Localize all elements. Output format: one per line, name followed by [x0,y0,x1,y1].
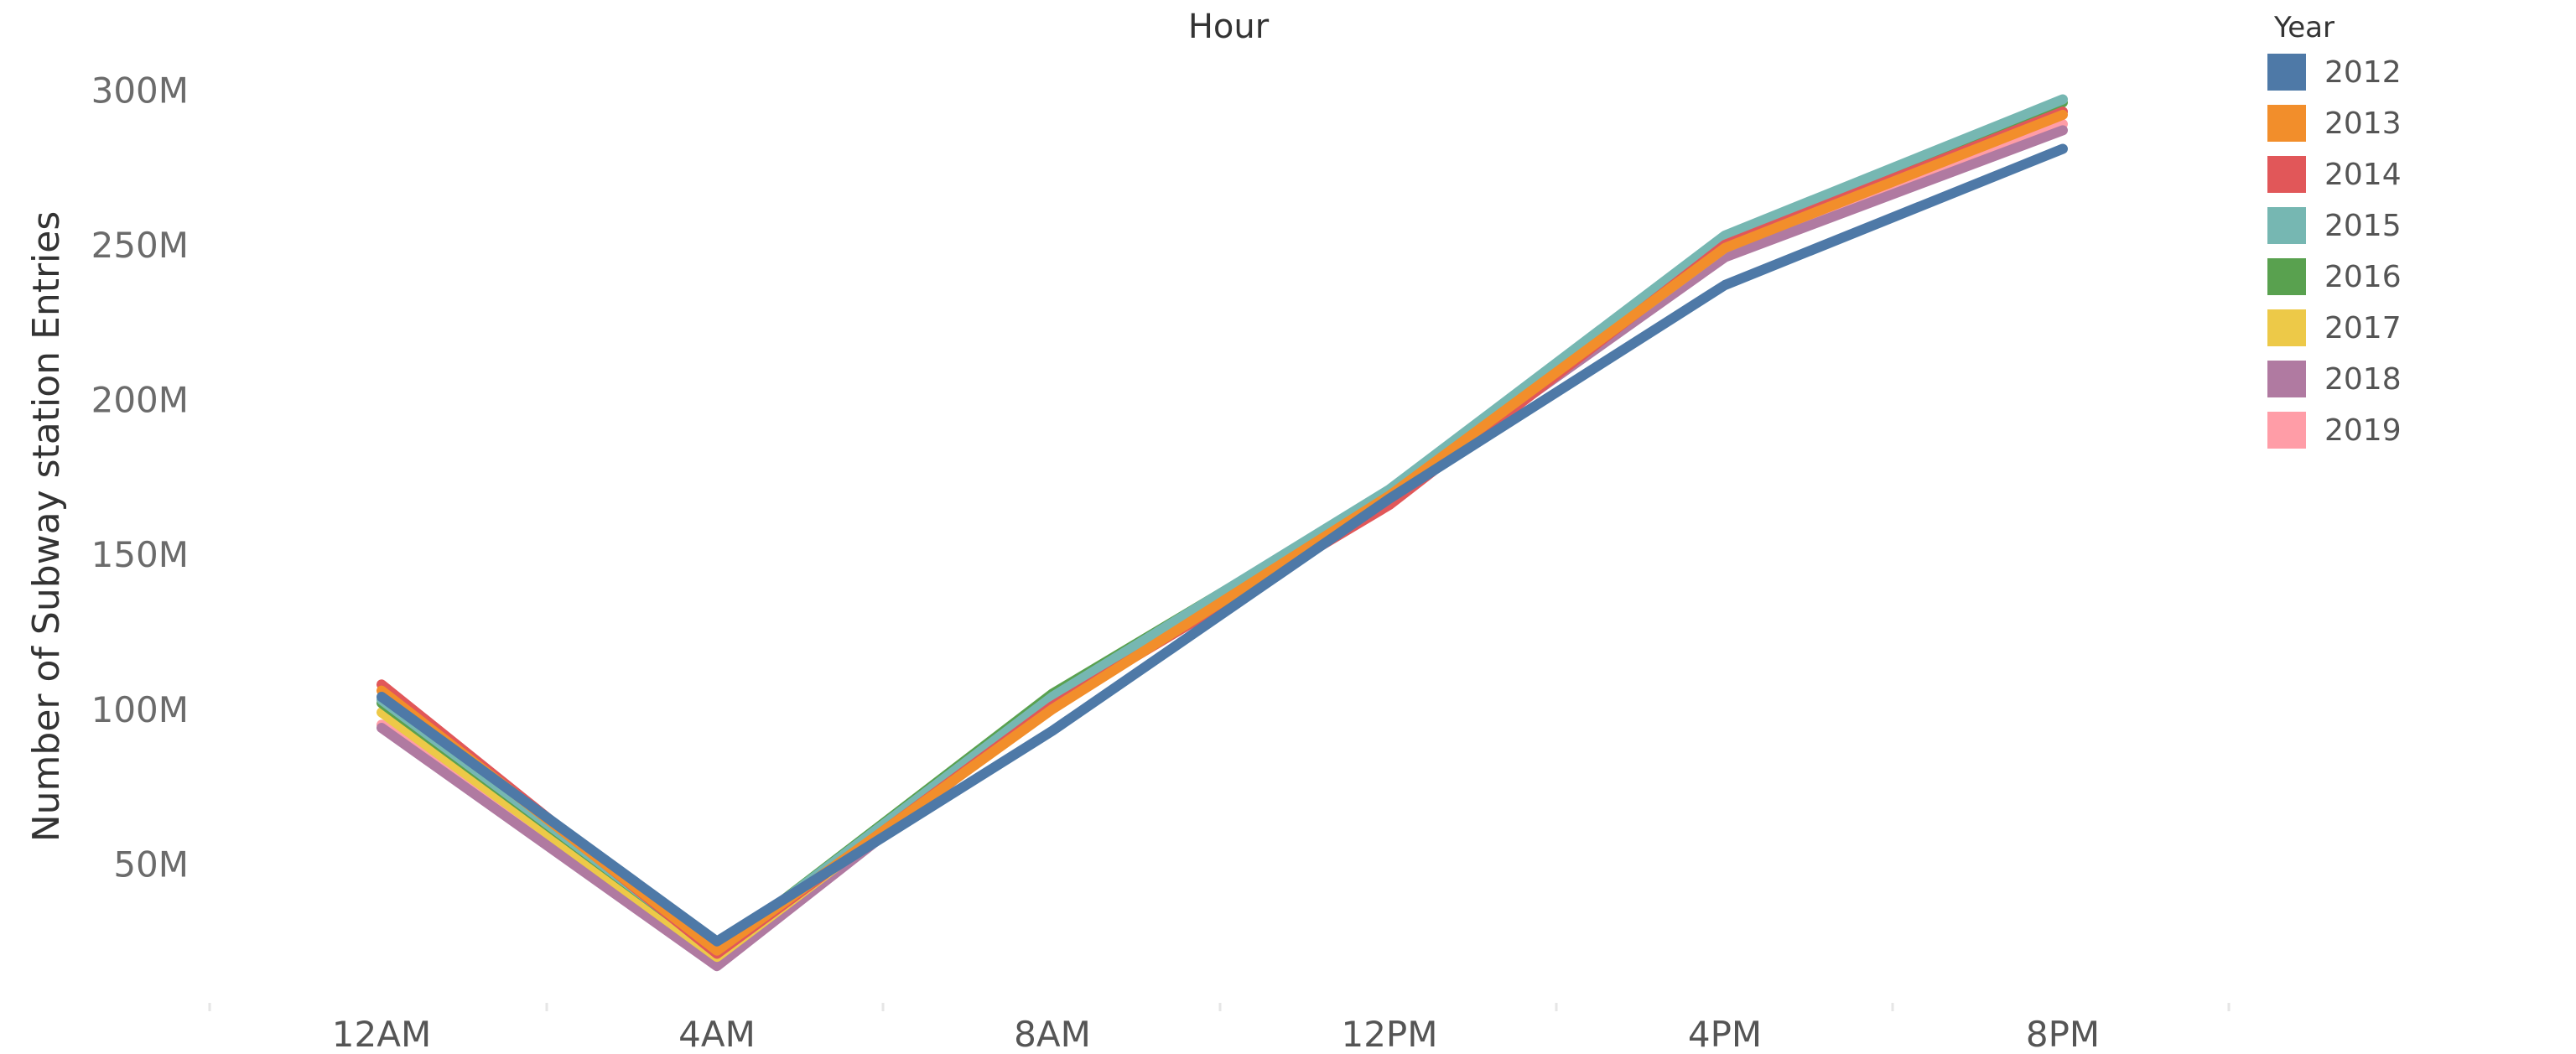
legend-items: 2012 2013 2014 2015 2016 2017 2018 2019 [2267,54,2402,449]
legend-label: 2012 [2324,55,2402,90]
x-tick-label: 4PM [1688,1014,1762,1054]
legend-item: 2019 [2267,412,2402,449]
legend: Year 2012 2013 2014 2015 2016 2017 2018 2019 [2267,11,2402,449]
legend-swatch [2267,105,2306,142]
legend-item: 2012 [2267,54,2402,91]
legend-item: 2014 [2267,156,2402,193]
y-axis-ticks: 50M 100M 150M 200M 250M 300M [91,70,189,885]
legend-swatch [2267,207,2306,244]
series-line-2013 [377,109,2068,956]
legend-item: 2018 [2267,361,2402,397]
x-tick-label: 12PM [1341,1014,1437,1054]
legend-label: 2013 [2324,106,2402,141]
x-tick-label: 8AM [1014,1014,1091,1054]
legend-swatch [2267,54,2306,91]
y-tick-label: 300M [91,70,189,111]
y-tick-label: 250M [91,225,189,266]
legend-item: 2015 [2267,207,2402,244]
legend-swatch [2267,258,2306,295]
x-tick-label: 12AM [332,1014,431,1054]
series-line-2012 [377,143,2068,947]
legend-title: Year [2273,11,2334,44]
legend-item: 2016 [2267,258,2402,295]
legend-swatch [2267,412,2306,449]
legend-label: 2017 [2324,311,2402,345]
x-tick-label: 8PM [2026,1014,2100,1054]
legend-swatch [2267,309,2306,346]
top-axis-title: Hour [1188,8,1270,46]
series-lines [377,94,2068,972]
x-axis-ticks: 12AM 4AM 8AM 12PM 4PM 8PM [332,1014,2100,1054]
legend-swatch [2267,156,2306,193]
y-tick-label: 150M [91,534,189,575]
legend-label: 2015 [2324,209,2402,243]
legend-swatch [2267,361,2306,397]
legend-item: 2017 [2267,309,2402,346]
x-axis-separators [208,1003,2231,1011]
legend-label: 2014 [2324,158,2402,192]
y-axis-title: Number of Subway station Entries [25,211,68,843]
series-line-2017 [377,106,2068,963]
legend-item: 2013 [2267,105,2402,142]
legend-label: 2019 [2324,413,2402,448]
y-tick-label: 100M [91,689,189,730]
y-tick-label: 50M [113,844,189,885]
x-tick-label: 4AM [678,1014,756,1054]
legend-label: 2016 [2324,260,2402,294]
y-tick-label: 200M [91,380,189,421]
legend-label: 2018 [2324,362,2402,397]
series-line-2014 [377,106,2068,959]
